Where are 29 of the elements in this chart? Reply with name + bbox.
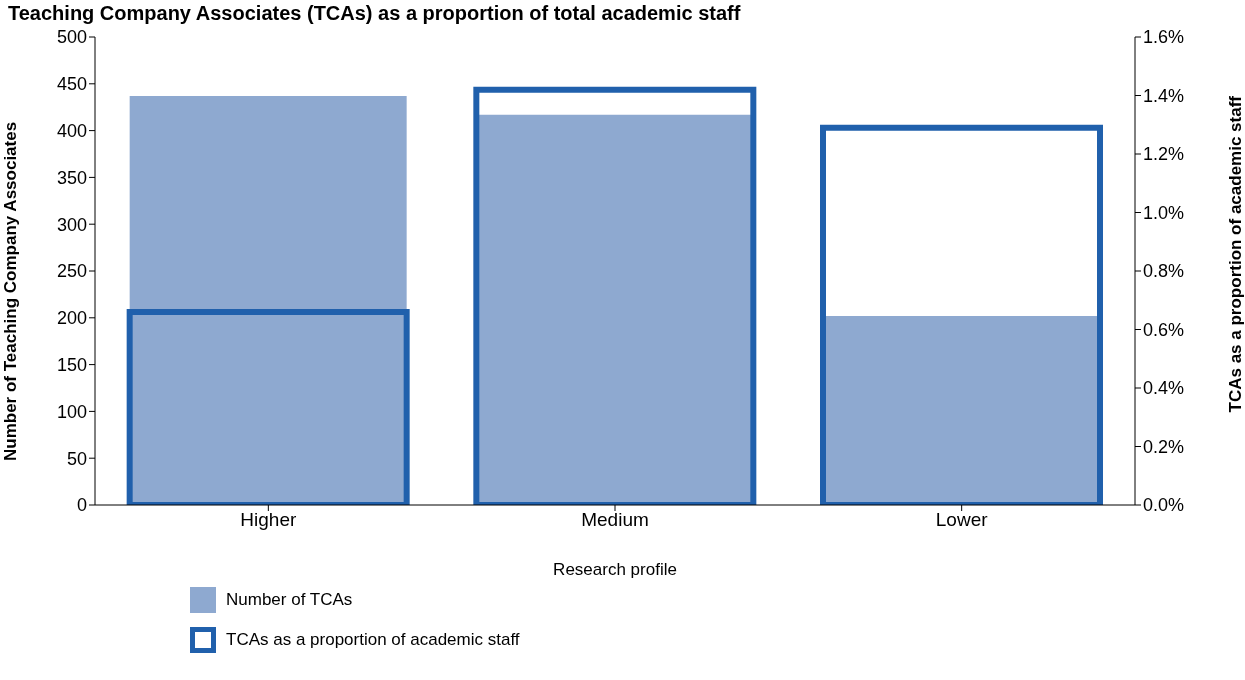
y2-tick-label: 1.2% [1143,144,1185,165]
x-tick-label: Higher [240,509,297,531]
y-tick-label: 400 [56,120,87,141]
x-tick-label: Lower [935,509,989,531]
y-tick-label: 200 [56,308,87,329]
x-axis-title: Research profile [553,560,677,579]
y-tick-label: 450 [56,74,87,95]
x-tick-label: Medium [581,509,649,531]
y-tick-label: 50 [66,448,87,469]
y2-tick-label: 0.6% [1143,319,1185,340]
y-tick-label: 300 [56,214,87,235]
y-tick-label: 100 [56,401,87,422]
y2-tick-label: 1.6% [1143,27,1185,48]
chart-title: Teaching Company Associates (TCAs) as a proportion of total academic staff [7,1,742,25]
y-tick-label: 250 [56,261,87,282]
y2-tick-label: 0.2% [1143,436,1185,457]
legend-label: Number of TCAs [226,590,353,610]
y-tick-label: 0 [76,495,87,516]
y-tick-label: 500 [56,27,87,48]
y2-tick-label: 0.8% [1143,261,1185,282]
legend-label: TCAs as a proportion of academic staff [226,630,520,650]
y-tick-label: 350 [56,167,87,188]
y-axis-title: Number of Teaching Company Associates [1,121,21,461]
y2-tick-label: 1.4% [1143,85,1185,106]
y-tick-label: 150 [56,354,87,375]
y2-tick-label: 0.0% [1143,495,1185,516]
y2-tick-label: 1.0% [1143,202,1185,223]
y2-axis-title: TCAs as a proportion of academic staff [1226,95,1245,413]
y2-tick-label: 0.4% [1143,378,1185,399]
